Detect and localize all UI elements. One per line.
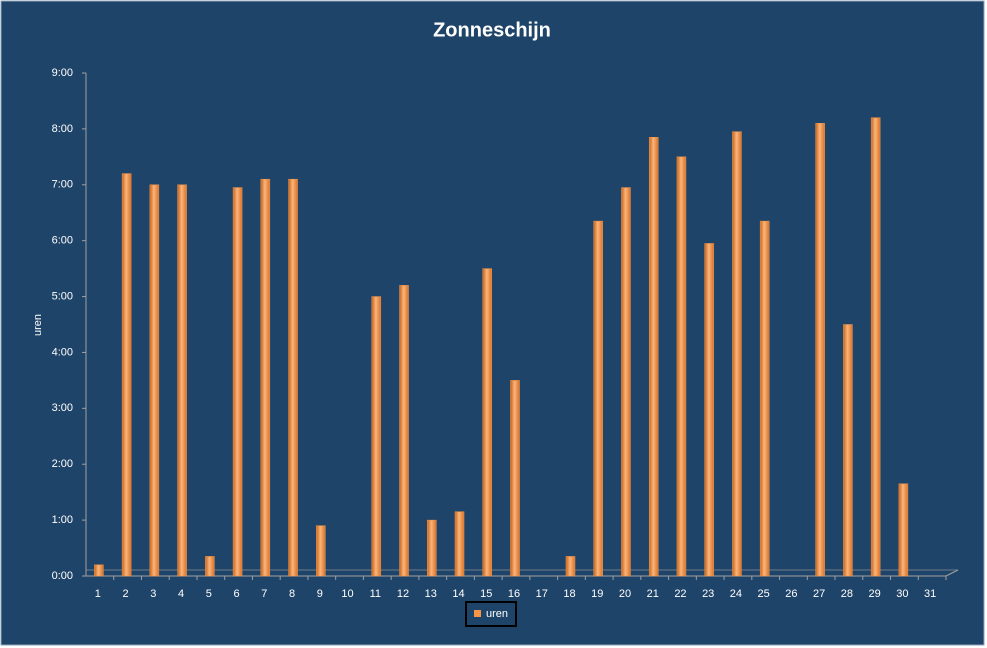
x-tick-label: 23 [702,588,714,600]
y-tick-label: 7:00 [52,179,73,191]
bar [704,243,714,577]
y-tick-label: 2:00 [52,458,73,470]
y-tick-label: 1:00 [52,514,73,526]
x-tick-label: 20 [619,588,631,600]
bar [815,123,825,577]
x-tick-label: 25 [758,588,770,600]
bar [371,296,382,577]
bar [565,556,576,577]
floor-edge [945,569,959,577]
bar [232,187,243,577]
bar [732,131,742,577]
bar [843,324,853,577]
bar [648,137,659,577]
bar [510,380,520,577]
bar [288,178,298,577]
bar [260,178,271,577]
y-axis-title: uren [32,314,44,336]
bar [621,187,631,577]
bar [676,156,687,577]
bar [454,511,465,577]
y-tick-label: 5:00 [52,290,73,302]
y-tick-label: 9:00 [52,67,73,79]
x-tick-label: 28 [841,588,853,600]
bar [94,564,104,577]
legend-label: uren [486,608,508,620]
y-tick-label: 8:00 [52,123,73,135]
x-tick-label: 18 [563,588,575,600]
x-tick-label: 2 [123,588,129,600]
x-tick-label: 29 [869,588,881,600]
y-tick-label: 0:00 [52,570,73,582]
x-tick-label: 8 [289,588,295,600]
x-tick-label: 19 [591,588,603,600]
x-tick-label: 16 [508,588,520,600]
x-tick-label: 30 [896,588,908,600]
x-tick-label: 14 [452,588,464,600]
x-tick-label: 5 [206,588,212,600]
x-tick-label: 4 [178,588,184,600]
x-tick-label: 24 [730,588,742,600]
bar [316,525,326,577]
x-tick-label: 21 [647,588,659,600]
bar [482,268,493,577]
y-tick-label: 4:00 [52,346,73,358]
x-tick-label: 12 [397,588,409,600]
x-tick-label: 26 [785,588,797,600]
bar [149,184,160,577]
bar [898,483,909,577]
x-tick-label: 11 [370,588,381,600]
bar [399,285,409,577]
bar [205,556,215,577]
y-tick-label: 3:00 [52,402,73,414]
x-tick-label: 22 [674,588,686,600]
x-tick-label: 10 [341,588,353,600]
x-tick-label: 17 [536,588,548,600]
x-tick-label: 7 [261,588,267,600]
x-tick-label: 27 [813,588,825,600]
x-tick-label: 13 [425,588,437,600]
y-tick-label: 6:00 [52,235,73,247]
x-tick-label: 1 [95,588,101,600]
x-tick-label: 3 [150,588,156,600]
x-tick-label: 15 [480,588,492,600]
x-tick-label: 6 [234,588,240,600]
bar [177,184,187,577]
bar [427,519,437,577]
x-tick-label: 31 [924,588,936,600]
bar [759,220,770,577]
bar [870,117,881,577]
legend-box [465,601,517,627]
bar [593,220,603,577]
bar [121,173,132,577]
x-tick-label: 9 [317,588,323,600]
chart-title: Zonneschijn [433,19,551,41]
legend-swatch [474,610,481,617]
